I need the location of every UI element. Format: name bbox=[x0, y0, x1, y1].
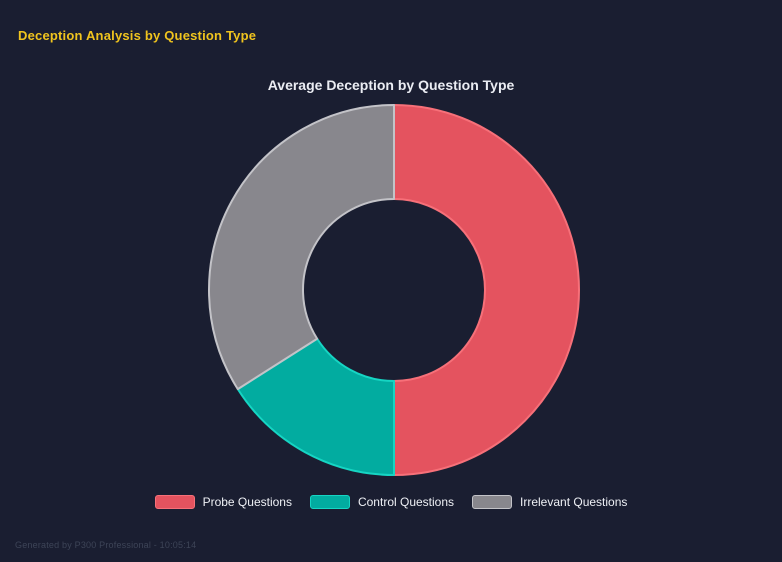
page-title: Deception Analysis by Question Type bbox=[18, 28, 257, 43]
footer-note: Generated by P300 Professional - 10:05:1… bbox=[15, 540, 197, 550]
legend-label: Control Questions bbox=[357, 495, 455, 509]
chart-legend: Probe Questions Control Questions Irrele… bbox=[0, 495, 782, 509]
chart-title: Average Deception by Question Type bbox=[267, 77, 515, 93]
pie-segment-probe-questions[interactable] bbox=[393, 104, 580, 476]
pie-segment-irrelevant-questions[interactable] bbox=[208, 104, 395, 391]
legend-label: Irrelevant Questions bbox=[520, 495, 628, 509]
legend-swatch-control-icon bbox=[309, 495, 350, 509]
legend-item-probe-questions[interactable]: Probe Questions bbox=[154, 495, 292, 509]
legend-swatch-probe-icon bbox=[154, 495, 195, 509]
legend-label: Probe Questions bbox=[202, 495, 292, 509]
legend-item-irrelevant-questions[interactable]: Irrelevant Questions bbox=[472, 495, 627, 509]
legend-swatch-irrelevant-icon bbox=[472, 495, 513, 509]
legend-item-control-questions[interactable]: Control Questions bbox=[309, 495, 455, 509]
pie-segment-control-questions[interactable] bbox=[236, 337, 395, 476]
